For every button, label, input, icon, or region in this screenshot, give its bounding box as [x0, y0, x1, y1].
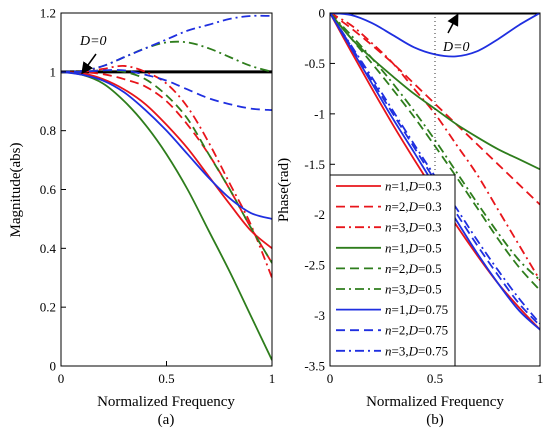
phase-y-tick-label: -2.5	[304, 258, 325, 273]
magnitude-y-tick-label: 0	[50, 359, 57, 374]
magnitude-series-line-7	[61, 70, 272, 220]
magnitude-y-tick-label: 1.2	[40, 6, 56, 21]
magnitude-series-group	[61, 14, 272, 361]
magnitude-y-tick-label: 1	[50, 64, 57, 79]
magnitude-y-tick-label: 0.2	[40, 300, 56, 315]
magnitude-ticks: 0 0.5 1 0 0.2 0.4 0.6 0.8 1 1.2	[40, 6, 276, 387]
legend-entry: n=2,D=0.3	[385, 199, 442, 214]
phase-x-tick-label: 0.5	[427, 371, 443, 386]
phase-y-tick-label: -1	[314, 106, 325, 121]
legend-entry: n=1,D=0.75	[385, 302, 448, 317]
phase-y-tick-label: -3.5	[304, 359, 325, 374]
legend-entry: n=2,D=0.5	[385, 261, 442, 276]
magnitude-x-tick-label: 1	[269, 371, 276, 386]
legend: n=1,D=0.3 n=2,D=0.3 n=3,D=0.3 n=1,D=0.5 n=2,…	[329, 174, 456, 367]
phase-annotation-label: D=0	[442, 40, 470, 55]
legend-entry: n=1,D=0.3	[385, 179, 442, 194]
magnitude-y-tick-label: 0.6	[40, 182, 57, 197]
magnitude-series-line-3	[61, 64, 272, 279]
magnitude-series-line-2	[61, 70, 272, 264]
phase-caption: (b)	[426, 412, 444, 428]
magnitude-caption: (a)	[158, 412, 175, 428]
magnitude-series-line-9	[61, 14, 272, 73]
phase-annotation-arrow	[447, 13, 459, 34]
legend-entry: n=3,D=0.75	[385, 343, 448, 358]
phase-x-tick-label: 0	[327, 371, 334, 386]
phase-chart: 0 0.5 1 0 -0.5 -1 -1.5 -2 -2.5 -3 -3.5 Normalized …	[276, 6, 543, 429]
legend-entry: n=1,D=0.5	[385, 240, 442, 255]
legend-entry: n=2,D=0.75	[385, 323, 448, 338]
phase-ticks: 0 0.5 1 0 -0.5 -1 -1.5 -2 -2.5 -3 -3.5	[304, 6, 543, 387]
magnitude-annotation-arrow	[81, 53, 97, 75]
phase-x-label: Normalized Frequency	[366, 394, 504, 410]
phase-series-line-10	[330, 13, 540, 58]
magnitude-series-line-8	[61, 69, 272, 111]
magnitude-series-line-4	[61, 70, 272, 361]
phase-y-tick-label: -3	[314, 308, 325, 323]
phase-y-tick-label: -2	[314, 207, 325, 222]
phase-series-line-2	[330, 13, 540, 206]
phase-y-tick-label: 0	[319, 6, 326, 21]
magnitude-y-tick-label: 0.8	[40, 123, 56, 138]
magnitude-x-label: Normalized Frequency	[97, 394, 235, 410]
phase-annotation: D=0	[442, 13, 470, 55]
phase-x-tick-label: 1	[537, 371, 544, 386]
phase-y-label: Phase(rad)	[276, 158, 292, 222]
magnitude-y-label: Magnitude(abs)	[8, 143, 24, 238]
magnitude-annotation-label: D=0	[79, 34, 107, 49]
magnitude-series-line-5	[61, 69, 272, 264]
phase-series-line-6	[330, 13, 540, 281]
phase-y-tick-label: -0.5	[304, 56, 325, 71]
phase-y-tick-label: -1.5	[304, 157, 325, 172]
legend-entry: n=3,D=0.5	[385, 282, 442, 297]
magnitude-y-tick-label: 0.4	[40, 241, 57, 256]
legend-entry: n=3,D=0.3	[385, 220, 442, 235]
magnitude-plot-frame	[60, 12, 273, 367]
magnitude-annotation: D=0	[79, 34, 107, 75]
magnitude-x-tick-label: 0	[58, 371, 65, 386]
magnitude-chart: 0 0.5 1 0 0.2 0.4 0.6 0.8 1 1.2 Normalized Freque…	[8, 6, 275, 429]
magnitude-series-line-1	[61, 70, 272, 250]
phase-series-line-5	[330, 13, 540, 291]
magnitude-x-tick-label: 0.5	[158, 371, 174, 386]
phase-series-line-4	[330, 13, 540, 171]
